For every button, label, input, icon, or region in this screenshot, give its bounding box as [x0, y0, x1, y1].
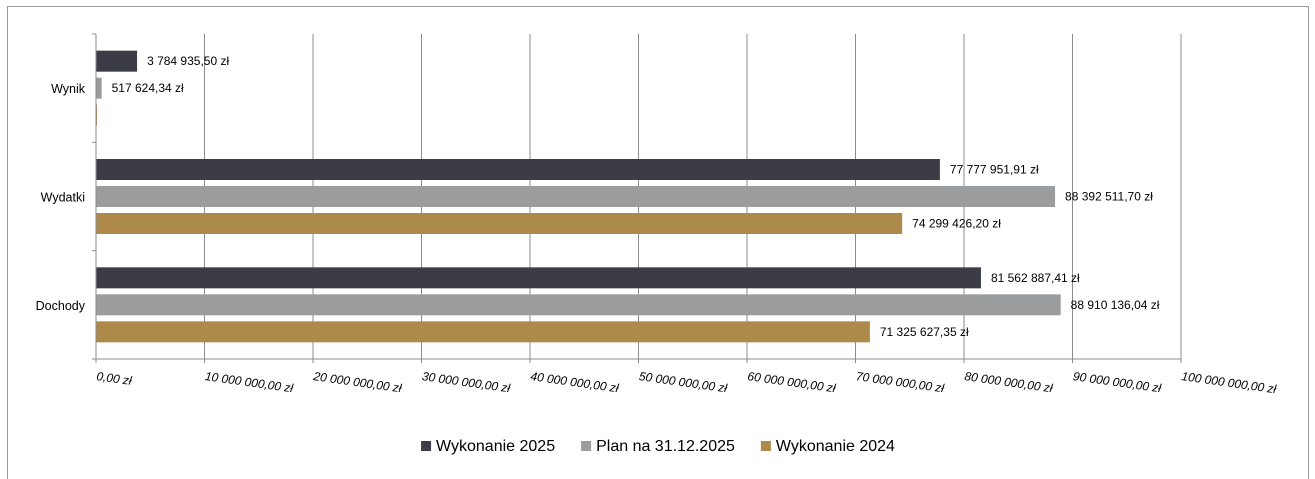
- x-tick-label: 30 000 000,00 zł: [421, 369, 511, 395]
- category-label: Wynik: [51, 82, 86, 96]
- bar: [96, 77, 102, 99]
- x-tick-label: 60 000 000,00 zł: [747, 369, 837, 395]
- data-label: 88 392 511,70 zł: [1065, 190, 1153, 204]
- legend: Wykonanie 2025 Plan na 31.12.2025 Wykonani…: [421, 438, 895, 455]
- bar: [96, 50, 138, 72]
- legend-label: Plan na 31.12.2025: [596, 438, 735, 455]
- category-label: Wydatki: [41, 191, 85, 205]
- data-label: 71 325 627,35 zł: [880, 325, 969, 339]
- data-label: 77 777 951,91 zł: [950, 163, 1039, 177]
- x-tick-label: 0,00 zł: [96, 369, 133, 388]
- x-tick-labels: 0,00 zł 10 000 000,00 zł 20 000 000,00 zł 3…: [96, 369, 1278, 396]
- x-tick-label: 50 000 000,00 zł: [638, 369, 728, 395]
- legend-label: Wykonanie 2025: [436, 438, 555, 455]
- bar: [96, 213, 903, 234]
- category-labels: Dochody Wydatki Wynik: [36, 82, 86, 313]
- chart-frame: [7, 6, 1309, 479]
- x-tick-label: 20 000 000,00 zł: [312, 369, 403, 395]
- data-label: 74 299 426,20 zł: [912, 217, 1001, 231]
- axes: [92, 33, 1182, 363]
- data-label: 3 784 935,50 zł: [147, 54, 229, 68]
- data-labels: 81 562 887,41 zł 88 910 136,04 zł 71 325 6…: [112, 54, 1160, 339]
- category-label: Dochody: [36, 299, 86, 313]
- bar: [96, 267, 981, 289]
- bar: [96, 321, 870, 343]
- data-label: 517 624,34 zł: [112, 81, 184, 95]
- legend-label: Wykonanie 2024: [776, 438, 895, 455]
- x-tick-label: 70 000 000,00 zł: [855, 369, 945, 395]
- x-tick-label: 90 000 000,00 zł: [1072, 369, 1162, 395]
- data-label: 81 562 887,41 zł: [991, 271, 1080, 285]
- bars: [96, 50, 1061, 343]
- bar: [96, 159, 940, 180]
- bar: [96, 186, 1056, 207]
- bar: [96, 294, 1061, 316]
- legend-swatch: [581, 441, 592, 451]
- x-tick-label: 80 000 000,00 zł: [964, 369, 1054, 395]
- legend-swatch: [421, 441, 432, 451]
- legend-swatch: [760, 441, 771, 451]
- data-label: 88 910 136,04 zł: [1071, 298, 1160, 312]
- x-tick-label: 40 000 000,00 zł: [530, 369, 620, 395]
- x-tick-label: 100 000 000,00 zł: [1181, 369, 1278, 396]
- x-tick-label: 10 000 000,00 zł: [204, 369, 294, 395]
